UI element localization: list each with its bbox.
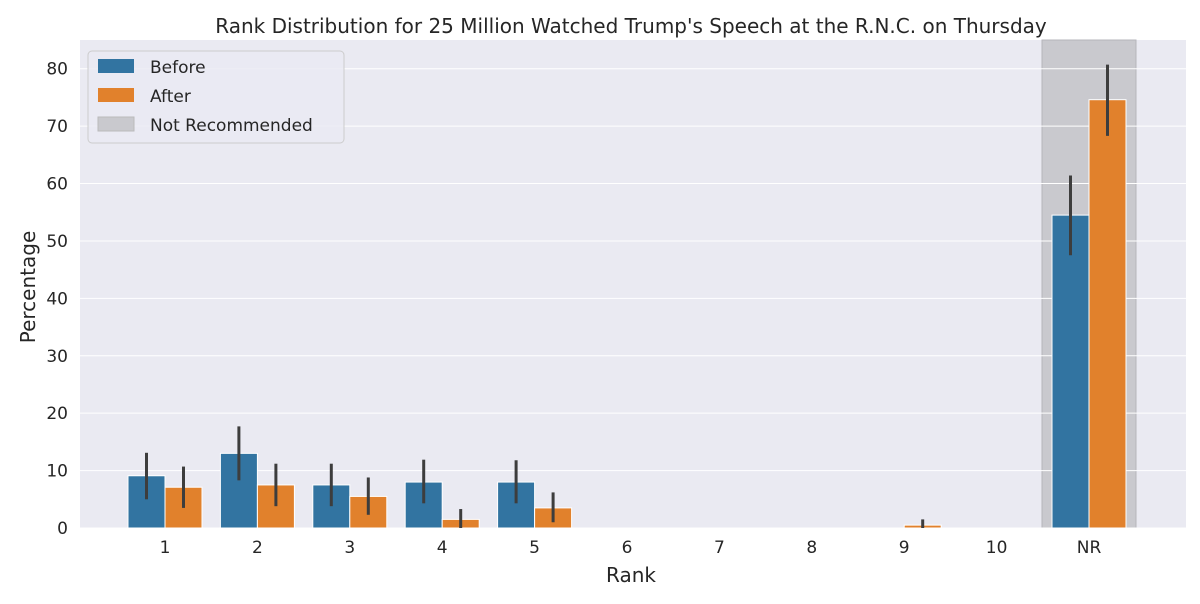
- x-tick-label: 4: [437, 538, 448, 558]
- y-tick-label: 20: [46, 404, 68, 424]
- y-tick-label: 40: [46, 289, 68, 309]
- x-tick-label: 5: [529, 538, 540, 558]
- y-tick-label: 70: [46, 117, 68, 137]
- legend-label-before: Before: [150, 58, 206, 78]
- legend-label-not-recommended: Not Recommended: [150, 116, 313, 136]
- legend-swatch-after: [98, 88, 134, 102]
- legend-box: [87, 50, 345, 144]
- x-tick-label: 2: [252, 538, 263, 558]
- grid-layer: [80, 68, 1186, 529]
- y-tick-label: 30: [46, 347, 68, 367]
- y-tick-labels: 0 10 20 30 40 50 60 70 80: [46, 60, 68, 539]
- x-tick-label: 8: [806, 538, 817, 558]
- legend-label-after: After: [150, 87, 191, 107]
- x-tick-label: 10: [986, 538, 1008, 558]
- y-tick-label: 50: [46, 232, 68, 252]
- chart-title: Rank Distribution for 25 Million Watched…: [215, 14, 1047, 38]
- legend-swatch-before: [98, 59, 134, 73]
- x-tick-label: 9: [899, 538, 910, 558]
- y-tick-label: 60: [46, 175, 68, 195]
- y-tick-label: 0: [57, 519, 68, 539]
- x-tick-label: 3: [344, 538, 355, 558]
- y-tick-label: 80: [46, 60, 68, 80]
- x-tick-label: 1: [160, 538, 171, 558]
- y-axis-label: Percentage: [16, 231, 40, 344]
- x-tick-label: NR: [1077, 538, 1102, 558]
- errorbar-layer: [145, 64, 1109, 528]
- bar-before: [1051, 214, 1090, 529]
- x-axis-label: Rank: [606, 563, 656, 587]
- y-tick-label: 10: [46, 462, 68, 482]
- x-tick-label: 7: [714, 538, 725, 558]
- x-tick-label: 6: [622, 538, 633, 558]
- bar-after: [1088, 99, 1127, 529]
- legend: Before After Not Recommended: [87, 50, 345, 144]
- x-tick-labels: 1 2 3 4 5 6 7 8 9 10 NR: [160, 538, 1102, 558]
- legend-swatch-not-recommended: [97, 116, 135, 132]
